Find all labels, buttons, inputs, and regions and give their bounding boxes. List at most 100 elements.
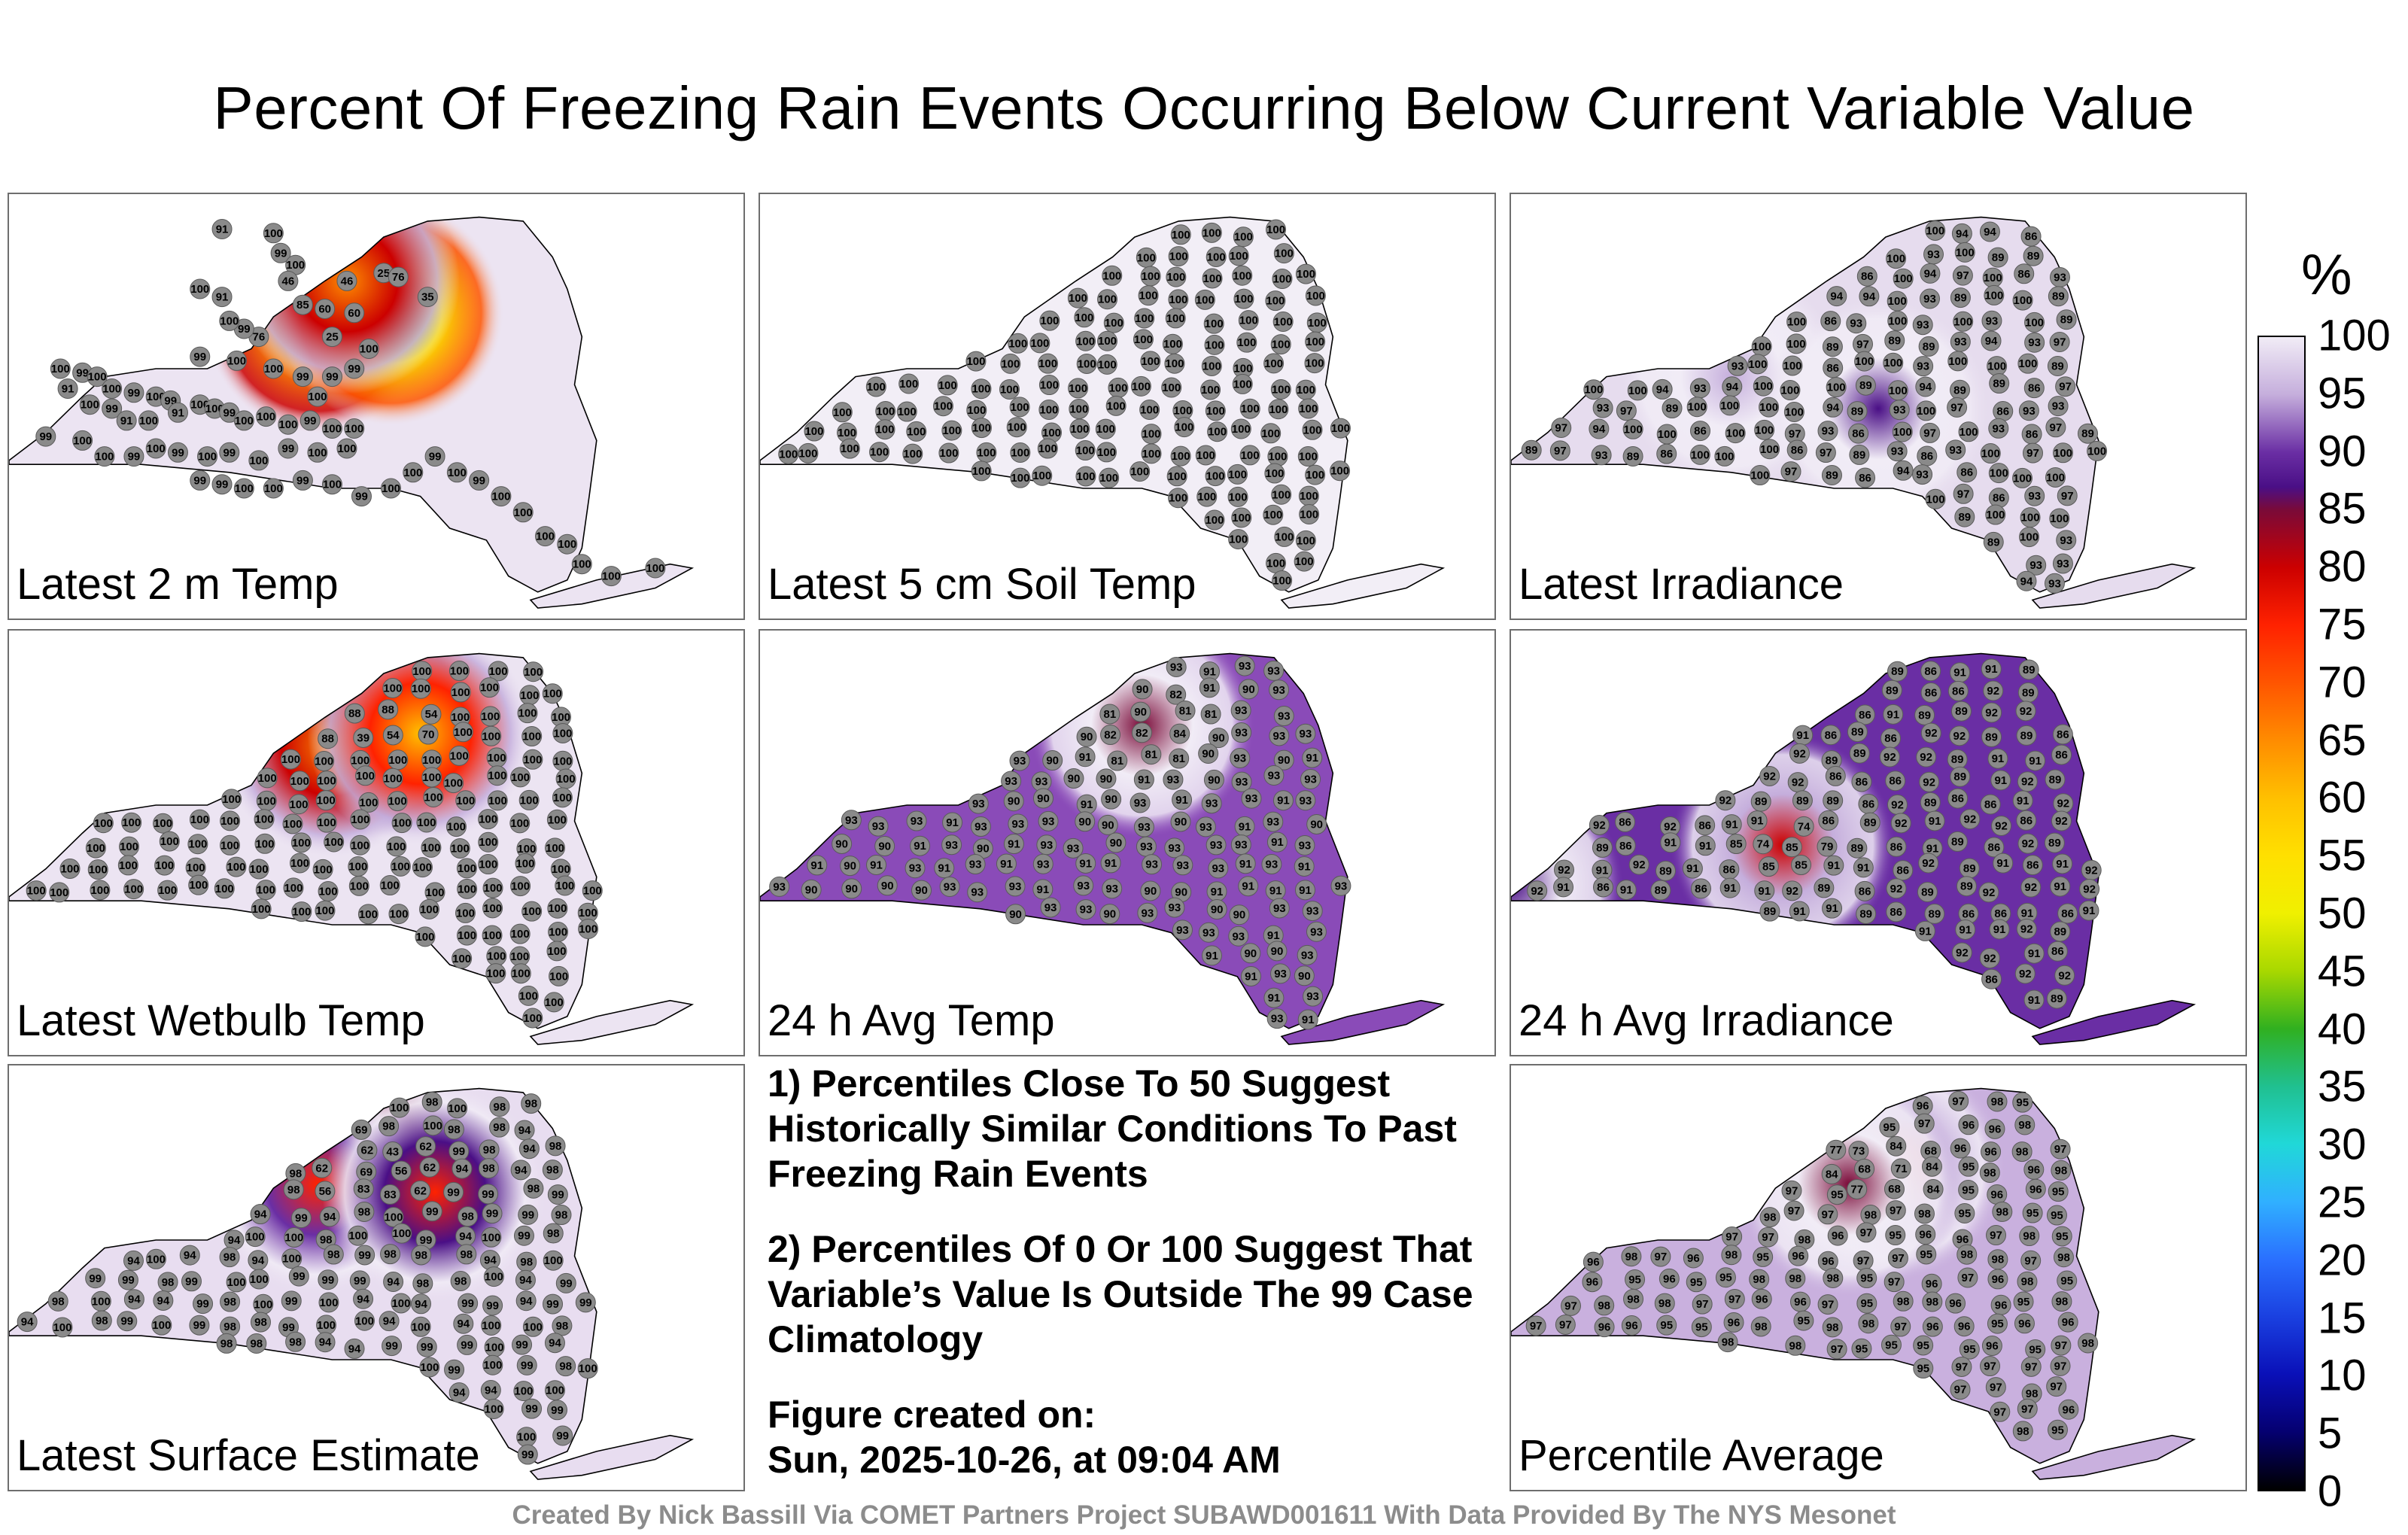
- station-marker: 97: [1952, 265, 1973, 286]
- station-value: 98: [2055, 1164, 2068, 1177]
- station-value: 90: [1078, 816, 1091, 828]
- station-value: 100: [351, 754, 369, 767]
- station-value: 100: [1759, 401, 1778, 414]
- station-value: 100: [264, 227, 283, 240]
- station-value: 93: [1206, 798, 1218, 810]
- station-value: 91: [1985, 663, 1998, 676]
- station-marker: 100: [519, 685, 540, 706]
- station-marker: 97: [1817, 1204, 1838, 1225]
- station-value: 95: [1860, 1272, 1873, 1285]
- station-marker: 98: [315, 1229, 336, 1250]
- station-value: 100: [523, 753, 542, 766]
- station-marker: 94: [353, 1288, 374, 1309]
- station-marker: 97: [1957, 1267, 1978, 1288]
- station-marker: 100: [1207, 421, 1228, 442]
- station-value: 89: [2051, 360, 2064, 372]
- station-marker: 100: [248, 450, 269, 471]
- station-marker: 100: [344, 418, 365, 439]
- station-marker: 93: [841, 810, 862, 831]
- station-marker: 89: [1849, 743, 1870, 764]
- station-marker: 100: [600, 566, 622, 587]
- station-marker: 86: [1886, 836, 1907, 857]
- station-value: 97: [1993, 1406, 2006, 1418]
- station-marker: 100: [93, 813, 114, 834]
- station-value: 92: [2022, 837, 2035, 850]
- station-value: 91: [1699, 840, 1712, 853]
- station-marker: 93: [967, 882, 988, 903]
- station-value: 100: [450, 665, 469, 678]
- station-marker: 90: [874, 835, 895, 856]
- station-marker: 93: [968, 793, 989, 814]
- station-value: 99: [196, 1298, 209, 1311]
- station-value: 98: [448, 1123, 461, 1136]
- station-marker: 99: [547, 1400, 568, 1421]
- station-marker: 100: [509, 813, 531, 834]
- station-value: 100: [2018, 357, 2037, 370]
- station-marker: 100: [1166, 466, 1187, 487]
- station-value: 85: [1762, 861, 1775, 874]
- station-marker: 94: [515, 1269, 536, 1290]
- station-value: 92: [1890, 883, 1903, 895]
- station-marker: 100: [1172, 400, 1193, 421]
- station-value: 97: [1786, 1184, 1798, 1197]
- station-marker: 98: [411, 1245, 432, 1266]
- station-value: 91: [216, 291, 229, 304]
- station-value: 68: [1924, 1144, 1937, 1157]
- station-marker: 93: [1302, 901, 1323, 922]
- station-value: 100: [417, 816, 436, 829]
- station-marker: 93: [1032, 853, 1054, 874]
- station-marker: 100: [1266, 219, 1287, 240]
- station-marker: 56: [315, 1181, 336, 1202]
- note-1: 1) Percentiles Close To 50 Suggest Histo…: [768, 1062, 1457, 1195]
- station-marker: 93: [1164, 897, 1185, 918]
- station-marker: 94: [1979, 221, 2000, 242]
- station-value: 100: [1884, 357, 1902, 369]
- station-marker: 100: [1725, 423, 1746, 444]
- station-marker: 93: [1846, 313, 1867, 334]
- station-marker: 100: [391, 1293, 412, 1314]
- station-marker: 100: [1754, 419, 1775, 440]
- station-value: 96: [1663, 1272, 1676, 1285]
- station-marker: 95: [2047, 1419, 2068, 1440]
- station-value: 100: [479, 813, 497, 826]
- station-marker: 100: [510, 876, 531, 897]
- station-marker: 100: [1271, 484, 1292, 505]
- station-value: 100: [2050, 512, 2069, 525]
- station-marker: 95: [1826, 1184, 1847, 1205]
- station-value: 100: [1202, 360, 1221, 372]
- station-marker: 100: [291, 901, 312, 923]
- station-marker: 100: [1032, 465, 1053, 486]
- station-marker: 98: [458, 1206, 479, 1227]
- station-value: 86: [2017, 268, 2030, 281]
- station-value: 91: [1686, 862, 1699, 875]
- station-marker: 100: [1164, 353, 1185, 374]
- station-value: 94: [319, 1336, 332, 1349]
- station-marker: 100: [1000, 353, 1021, 374]
- station-marker: 100: [1304, 353, 1325, 374]
- station-value: 95: [1856, 1342, 1868, 1355]
- station-value: 76: [392, 271, 405, 284]
- station-marker: 100: [1295, 530, 1316, 551]
- station-value: 56: [395, 1165, 408, 1178]
- station-marker: 89: [1950, 701, 1972, 722]
- station-value: 100: [899, 378, 918, 391]
- station-value: 93: [1300, 728, 1312, 740]
- station-marker: 91: [167, 402, 188, 423]
- station-value: 91: [1557, 881, 1570, 894]
- station-value: 89: [1987, 536, 2000, 549]
- station-marker: 96: [2058, 1399, 2079, 1420]
- station-marker: 86: [1885, 771, 1906, 792]
- station-value: 100: [222, 793, 241, 806]
- station-marker: 86: [1719, 859, 1740, 880]
- station-value: 89: [1864, 816, 1877, 829]
- station-value: 100: [154, 817, 172, 830]
- station-value: 99: [521, 1359, 534, 1372]
- station-marker: 100: [1627, 380, 1648, 401]
- station-marker: 93: [1172, 919, 1193, 941]
- station-value: 100: [520, 689, 539, 702]
- station-marker: 98: [1822, 1317, 1843, 1338]
- state-fill: [1511, 1088, 2194, 1479]
- station-value: 100: [412, 682, 430, 695]
- station-marker: 100: [315, 900, 336, 921]
